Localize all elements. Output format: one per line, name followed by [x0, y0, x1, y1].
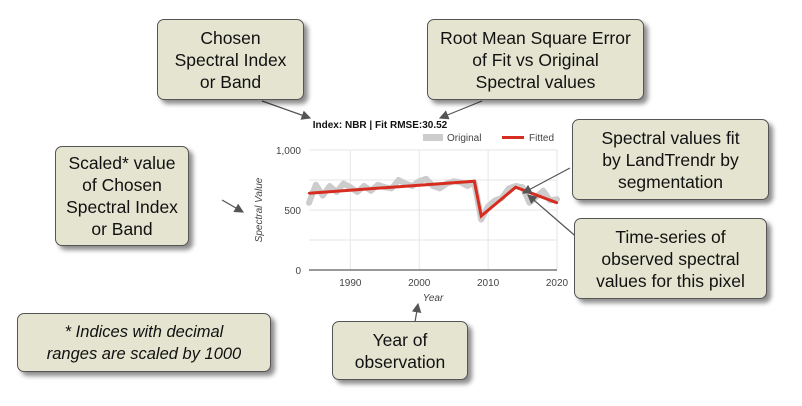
callout-scaling-note-text: * Indices with decimal ranges are scaled…: [46, 322, 242, 363]
y-axis-label: Spectral Value: [254, 177, 265, 242]
callout-fitted-values-text: Spectral values fit by LandTrendr by seg…: [601, 127, 740, 192]
series-original-point: [362, 184, 366, 188]
callout-rmse-text: Root Mean Square Error of Fit vs Origina…: [440, 27, 631, 92]
callout-year: Year of observation: [332, 321, 468, 380]
x-tick-label: 1990: [339, 278, 362, 289]
callout-year-text: Year of observation: [354, 329, 446, 372]
series-fitted-vertex: [555, 201, 559, 204]
series-original-point: [314, 183, 318, 187]
series-original-point: [376, 183, 380, 187]
callout-scaled-value-text: Scaled* value of Chosen Spectral Index o…: [66, 153, 178, 239]
series-original-point: [397, 178, 401, 182]
arrow-timeseries: [527, 194, 581, 241]
y-tick-label: 500: [284, 206, 301, 217]
legend-label-fitted: Fitted: [529, 133, 554, 144]
callout-scaling-note: * Indices with decimal ranges are scaled…: [17, 313, 271, 372]
callout-time-series-text: Time-series of observed spectral values …: [596, 226, 745, 291]
series-original-point: [479, 218, 483, 222]
callout-chosen-index: Chosen Spectral Index or Band: [157, 19, 304, 100]
series-original-point: [328, 184, 332, 188]
series-original-point: [438, 186, 442, 190]
legend: Original Fitted: [423, 133, 554, 144]
arrow-index: [261, 100, 312, 120]
arrow-fitted: [521, 167, 571, 194]
series-original-point: [321, 194, 325, 198]
legend-label-original: Original: [447, 133, 481, 144]
arrow-rmse: [438, 100, 483, 120]
series-fitted-vertex: [307, 192, 311, 195]
series-original-point: [486, 204, 490, 208]
callout-fitted-values: Spectral values fit by LandTrendr by seg…: [572, 119, 769, 200]
callout-scaled-value: Scaled* value of Chosen Spectral Index o…: [55, 146, 189, 246]
legend-swatch-original: [423, 134, 443, 141]
x-tick-label: 2010: [477, 278, 500, 289]
x-tick-label: 2000: [408, 278, 431, 289]
series-original-point: [348, 185, 352, 189]
arrow-scaled: [221, 199, 245, 213]
y-tick-label: 0: [295, 266, 301, 277]
series-original-point: [307, 201, 311, 205]
chart-title: Index: NBR | Fit RMSE:30.52: [313, 120, 448, 131]
series-original-point: [417, 179, 421, 183]
series-fitted-vertex: [514, 186, 517, 189]
x-axis-label: Year: [423, 293, 444, 304]
y-tick-label: 1,000: [276, 146, 301, 157]
callout-time-series: Time-series of observed spectral values …: [574, 218, 767, 299]
series-original-point: [403, 182, 407, 186]
callout-rmse: Root Mean Square Error of Fit vs Origina…: [427, 19, 644, 100]
series-fitted-vertex: [473, 180, 476, 183]
series-original-point: [507, 186, 511, 190]
series-original-point: [541, 189, 545, 193]
series-fitted-vertex: [390, 186, 393, 189]
callout-chosen-index-text: Chosen Spectral Index or Band: [174, 27, 287, 92]
x-tick-label: 2020: [546, 278, 569, 289]
series-original-point: [493, 198, 497, 202]
series-original-point: [555, 197, 559, 201]
arrow-year: [411, 302, 422, 323]
series-original-point: [465, 184, 469, 188]
series-original-point: [424, 177, 428, 181]
series-original-point: [341, 182, 345, 186]
series-fitted-vertex: [480, 214, 483, 218]
